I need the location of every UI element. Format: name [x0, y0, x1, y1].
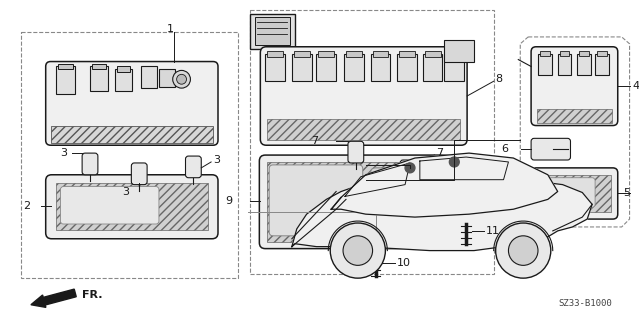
- Bar: [21, 32, 238, 278]
- Polygon shape: [292, 178, 592, 251]
- Bar: [445, 40, 474, 61]
- Bar: [92, 63, 106, 69]
- Bar: [159, 69, 174, 87]
- Bar: [423, 54, 442, 81]
- FancyBboxPatch shape: [259, 155, 466, 249]
- Circle shape: [509, 236, 538, 265]
- Bar: [294, 51, 309, 57]
- FancyBboxPatch shape: [531, 168, 618, 219]
- Bar: [397, 54, 417, 81]
- Circle shape: [176, 74, 187, 84]
- Text: 11: 11: [486, 226, 500, 236]
- Bar: [265, 54, 285, 81]
- Bar: [50, 125, 213, 143]
- Circle shape: [343, 236, 373, 265]
- Text: 10: 10: [397, 258, 411, 268]
- Bar: [597, 51, 607, 56]
- Text: 6: 6: [502, 144, 509, 154]
- FancyBboxPatch shape: [371, 168, 454, 232]
- FancyBboxPatch shape: [541, 178, 595, 207]
- FancyBboxPatch shape: [46, 175, 218, 239]
- Bar: [316, 54, 336, 81]
- Text: 8: 8: [496, 74, 503, 84]
- FancyBboxPatch shape: [132, 163, 147, 185]
- Bar: [344, 54, 364, 81]
- Bar: [249, 10, 494, 274]
- Circle shape: [496, 223, 551, 278]
- FancyBboxPatch shape: [61, 187, 159, 224]
- Text: 3: 3: [123, 188, 129, 197]
- Bar: [114, 69, 132, 91]
- Text: 7: 7: [311, 136, 318, 146]
- Text: 2: 2: [23, 201, 30, 211]
- FancyBboxPatch shape: [348, 141, 364, 163]
- Bar: [256, 17, 290, 45]
- FancyBboxPatch shape: [185, 156, 201, 178]
- Text: 4: 4: [633, 81, 639, 91]
- Bar: [537, 109, 612, 123]
- Bar: [267, 162, 459, 242]
- Bar: [373, 51, 389, 57]
- Bar: [540, 51, 550, 56]
- Bar: [578, 54, 591, 75]
- Text: FR.: FR.: [82, 290, 103, 300]
- FancyBboxPatch shape: [531, 138, 571, 160]
- Bar: [318, 51, 334, 57]
- Bar: [116, 67, 130, 72]
- Text: 3: 3: [61, 148, 68, 158]
- Bar: [292, 54, 312, 81]
- Circle shape: [405, 163, 415, 173]
- Bar: [346, 51, 362, 57]
- Bar: [447, 51, 462, 57]
- Circle shape: [460, 218, 472, 230]
- Bar: [538, 54, 551, 75]
- Bar: [399, 51, 415, 57]
- Text: 3: 3: [213, 155, 220, 165]
- Text: 9: 9: [226, 196, 233, 206]
- Bar: [250, 14, 295, 49]
- Bar: [371, 54, 390, 81]
- FancyArrow shape: [31, 289, 76, 308]
- Bar: [90, 67, 108, 91]
- Circle shape: [330, 223, 385, 278]
- Bar: [58, 63, 73, 69]
- Bar: [580, 51, 589, 56]
- Bar: [558, 54, 571, 75]
- FancyBboxPatch shape: [269, 165, 363, 236]
- Circle shape: [173, 70, 190, 88]
- Bar: [267, 119, 460, 140]
- Circle shape: [369, 251, 381, 262]
- FancyBboxPatch shape: [260, 47, 467, 145]
- Bar: [595, 54, 609, 75]
- Bar: [425, 51, 440, 57]
- Text: 7: 7: [436, 148, 443, 158]
- Bar: [560, 51, 569, 56]
- Circle shape: [449, 157, 459, 167]
- Bar: [141, 67, 157, 88]
- Text: 5: 5: [623, 188, 630, 198]
- Bar: [538, 175, 611, 212]
- FancyBboxPatch shape: [531, 47, 618, 125]
- FancyBboxPatch shape: [400, 160, 416, 182]
- Text: SZ33-B1000: SZ33-B1000: [558, 299, 612, 308]
- FancyBboxPatch shape: [46, 61, 218, 145]
- Bar: [445, 54, 464, 81]
- Bar: [56, 183, 208, 230]
- Polygon shape: [331, 153, 558, 217]
- FancyBboxPatch shape: [82, 153, 98, 175]
- Bar: [267, 51, 283, 57]
- Text: 1: 1: [167, 24, 174, 34]
- Bar: [378, 174, 447, 226]
- Bar: [56, 67, 75, 94]
